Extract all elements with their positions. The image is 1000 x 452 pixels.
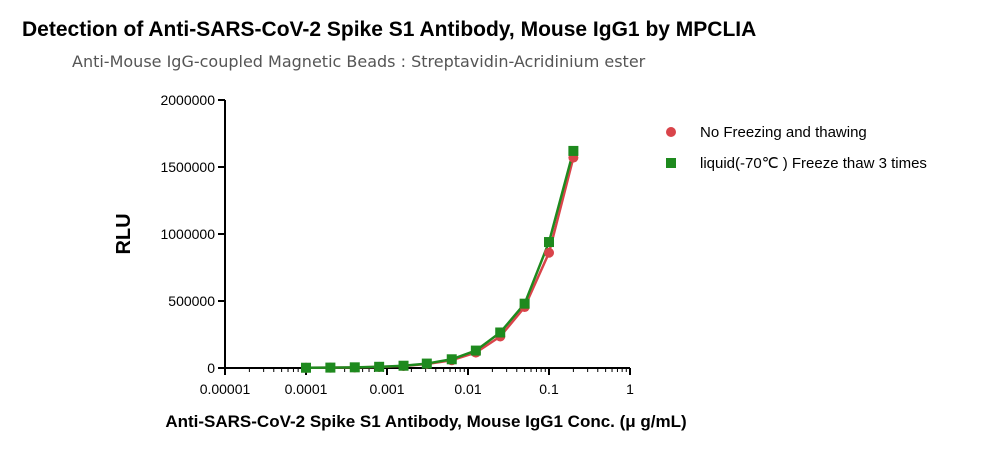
x-tick-label: 0.001 <box>369 381 404 397</box>
data-point <box>495 327 506 338</box>
data-point <box>349 362 360 373</box>
y-tick-label: 500000 <box>168 293 215 309</box>
y-tick-label: 2000000 <box>160 92 215 108</box>
x-ticks: 0.00001 0.0001 0.001 0.01 0.1 1 <box>200 368 634 397</box>
data-point <box>421 358 432 369</box>
legend-marker <box>666 158 676 168</box>
data-point <box>568 145 579 156</box>
y-axis-title: RLU <box>113 213 135 254</box>
chart-subtitle: Anti-Mouse IgG-coupled Magnetic Beads : … <box>72 52 646 71</box>
data-point <box>374 361 385 372</box>
data-point <box>519 298 530 309</box>
y-tick-label: 0 <box>207 360 215 376</box>
data-point <box>446 354 457 365</box>
fit-line <box>305 157 575 370</box>
data-point <box>398 360 409 371</box>
x-tick-label: 0.1 <box>539 381 559 397</box>
chart-title: Detection of Anti-SARS-CoV-2 Spike S1 An… <box>22 18 757 41</box>
x-tick-label: 0.00001 <box>200 381 251 397</box>
legend: No Freezing and thawing liquid(-70℃ ) Fre… <box>666 124 927 172</box>
data-point <box>470 345 481 356</box>
legend-label: No Freezing and thawing <box>700 124 867 141</box>
data-markers <box>301 145 579 373</box>
x-tick-label: 1 <box>626 381 634 397</box>
y-tick-label: 1000000 <box>160 226 215 242</box>
data-point <box>301 362 311 373</box>
data-point <box>325 362 336 373</box>
axes <box>224 100 630 369</box>
y-ticks: 0 500000 1000000 1500000 2000000 <box>160 92 225 376</box>
legend-label: liquid(-70℃ ) Freeze thaw 3 times <box>700 155 927 172</box>
fit-line <box>305 150 575 369</box>
data-point <box>544 247 554 258</box>
fit-lines <box>305 150 575 370</box>
data-point <box>544 237 554 248</box>
x-axis-title: Anti-SARS-CoV-2 Spike S1 Antibody, Mouse… <box>165 412 686 431</box>
y-tick-label: 1500000 <box>160 159 215 175</box>
legend-marker <box>666 127 676 137</box>
x-tick-label: 0.01 <box>454 381 481 397</box>
x-tick-label: 0.0001 <box>285 381 328 397</box>
